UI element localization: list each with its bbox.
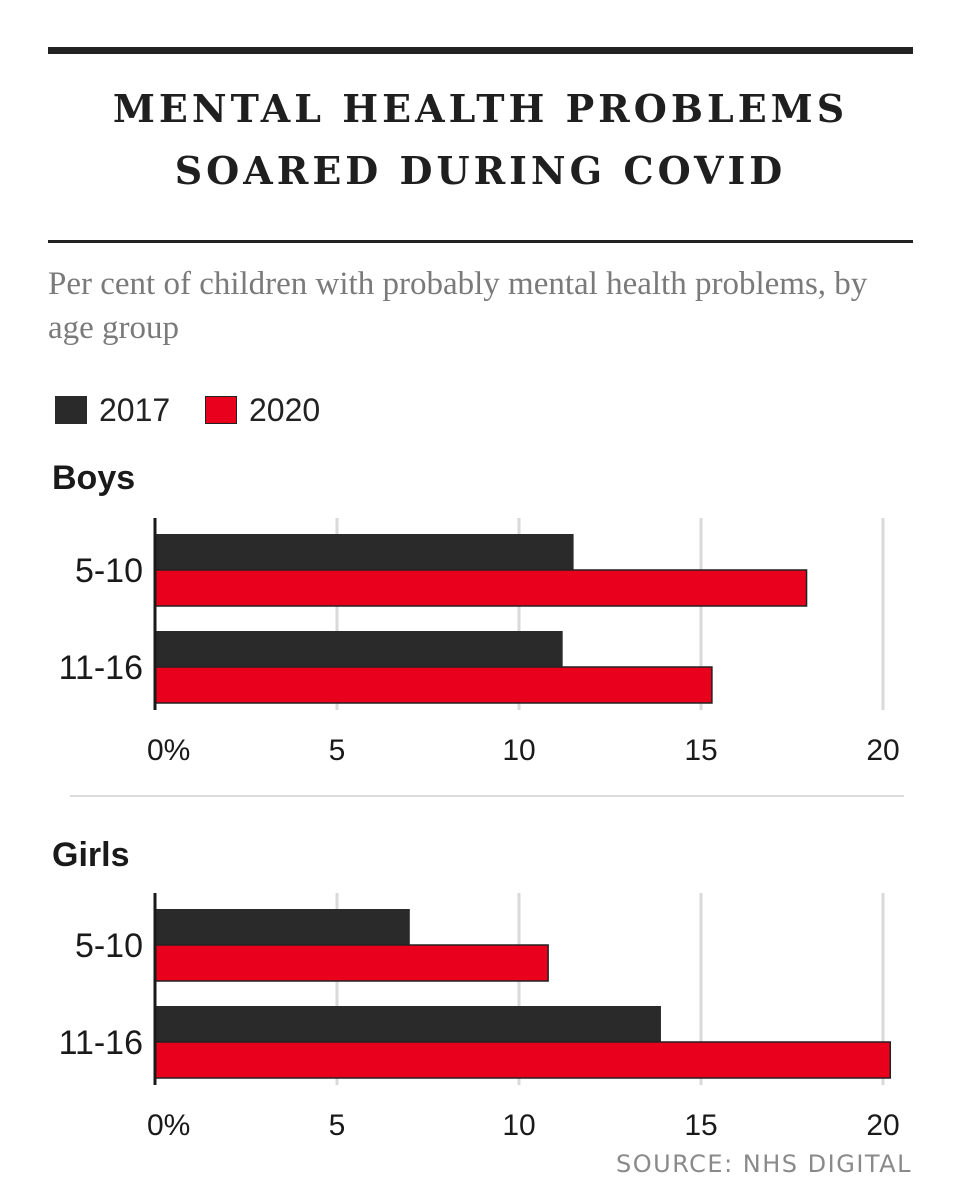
boys-bar-chart: 5-10 11-16 0% 5 10 15 20 (59, 518, 900, 767)
girls-category-label: 5-10 (75, 927, 143, 965)
legend-label-2020: 2020 (249, 392, 321, 428)
girls-tick-label: 5 (329, 1109, 346, 1142)
boys-bar-2020-11-16 (154, 666, 713, 704)
girls-tick-label: 0% (147, 1109, 190, 1142)
girls-bar-chart: 5-10 11-16 0% 5 10 15 20 (59, 893, 900, 1142)
boys-tick-label: 0% (147, 734, 190, 767)
chart-title: MENTAL HEALTH PROBLEMS SOARED DURING COV… (48, 78, 913, 202)
boys-bar-2020-5-10 (154, 569, 808, 607)
girls-tick-label: 15 (684, 1109, 717, 1142)
girls-bar-2020-5-10 (154, 944, 549, 982)
boys-bar-2017-11-16 (155, 631, 563, 667)
boys-category-label: 11-16 (59, 649, 143, 687)
girls-tick-label: 10 (502, 1109, 535, 1142)
legend-swatch-2017 (55, 396, 87, 424)
boys-tick-label: 10 (502, 734, 535, 767)
panel-divider (70, 795, 904, 797)
girls-bar-2017-5-10 (155, 909, 410, 945)
panel-title-boys: Boys (52, 459, 136, 497)
panel-title-girls: Girls (52, 836, 130, 874)
girls-bar-2017-11-16 (155, 1006, 661, 1042)
title-rule (48, 240, 913, 243)
chart-subtitle: Per cent of children with probably menta… (48, 266, 868, 346)
boys-category-label: 5-10 (75, 552, 143, 590)
source-note: SOURCE: NHS DIGITAL (616, 1150, 912, 1178)
legend-label-2017: 2017 (99, 392, 171, 428)
boys-tick-label: 15 (684, 734, 717, 767)
boys-tick-label: 20 (866, 734, 899, 767)
top-rule (48, 47, 913, 54)
girls-bar-2020-11-16 (154, 1041, 892, 1079)
boys-bar-2017-5-10 (155, 534, 574, 570)
title-line-2: SOARED DURING COVID (174, 148, 787, 193)
title-line-1: MENTAL HEALTH PROBLEMS (112, 86, 849, 131)
girls-category-label: 11-16 (59, 1024, 143, 1062)
boys-tick-label: 5 (329, 734, 346, 767)
girls-tick-label: 20 (866, 1109, 899, 1142)
legend-swatch-2020 (205, 396, 237, 424)
